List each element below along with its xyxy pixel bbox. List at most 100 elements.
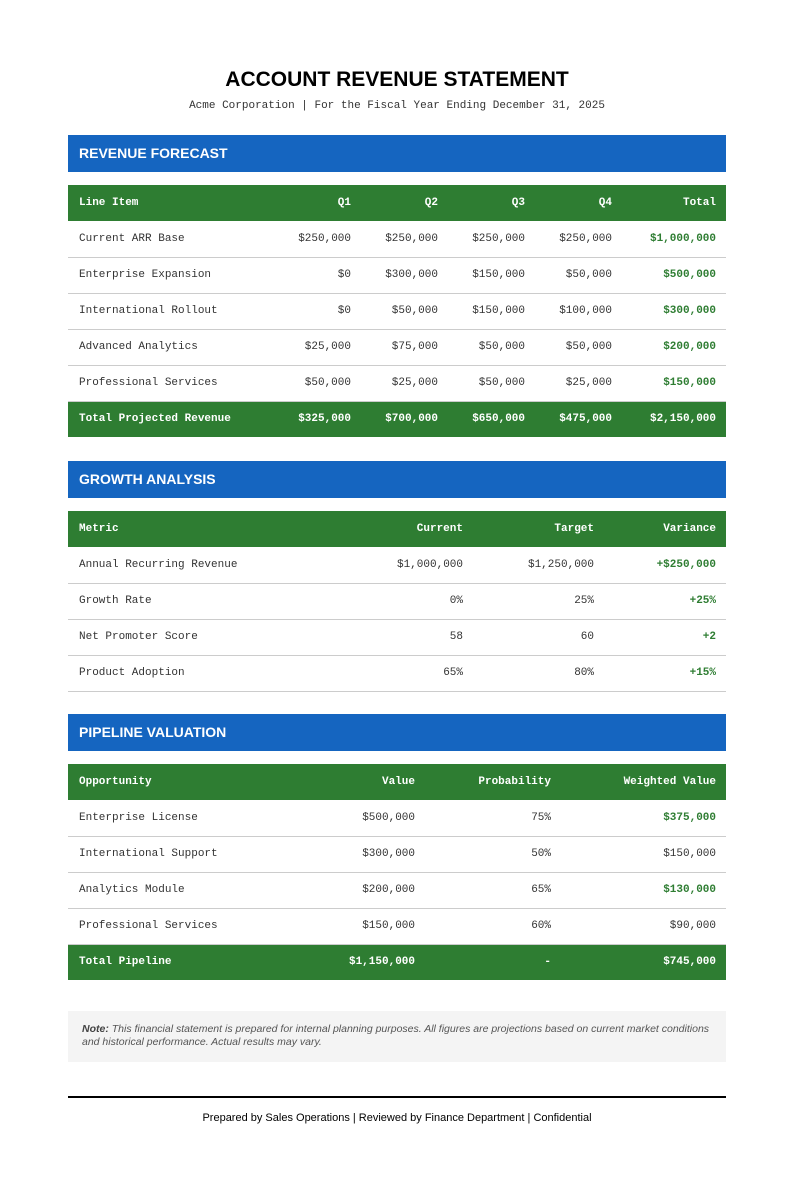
row: Net Promoter Score 58 60 +2 — [68, 619, 726, 655]
cell: $150,000 — [362, 920, 415, 932]
column-header: Q1 — [337, 197, 351, 209]
row: Enterprise License $500,000 75% $375,000 — [68, 800, 726, 836]
cell: $50,000 — [391, 305, 438, 317]
table-body: Annual Recurring Revenue $1,000,000 $1,250… — [68, 547, 726, 691]
title: ACCOUNT REVENUE STATEMENT — [225, 68, 569, 91]
cell: 80% — [574, 667, 594, 679]
table: Opportunity Value Probability Weighted Valu… — [68, 764, 726, 980]
row: Product Adoption 65% 80% +15% — [68, 655, 726, 691]
divider — [68, 1096, 726, 1098]
cell: 58 — [449, 631, 463, 643]
note-text: This financial statement is prepared for… — [82, 1023, 710, 1048]
cell: Advanced Analytics — [79, 341, 198, 353]
cell: $300,000 — [385, 269, 438, 281]
cell: $250,000 — [298, 232, 351, 245]
column-header: Opportunity — [79, 776, 152, 788]
cell: 65% — [443, 667, 463, 679]
cell: $75,000 — [391, 341, 438, 353]
column-header: Variance — [663, 523, 716, 535]
cell: $250,000 — [385, 232, 438, 245]
row: Annual Recurring Revenue $1,000,000 $1,250… — [68, 547, 726, 583]
header-row: Opportunity Value Probability Weighted Valu… — [68, 764, 726, 800]
column-header: Q2 — [424, 197, 438, 209]
cell: $25,000 — [565, 377, 612, 389]
section-title: REVENUE FORECAST — [68, 135, 726, 172]
section: PIPELINE VALUATION Opportunity Value Probab… — [68, 714, 726, 980]
column-header: Total — [682, 197, 716, 209]
row: Current ARR Base $250,000 $250,000 $250,000… — [68, 221, 726, 257]
cell: International Rollout — [79, 305, 218, 317]
cell: $50,000 — [565, 341, 612, 353]
cell: 0% — [449, 595, 463, 607]
row: Professional Services $50,000 $25,000 $50,0… — [68, 365, 726, 401]
total-cell: $325,000 — [298, 413, 351, 426]
column-header: Metric — [79, 523, 119, 535]
cell: $25,000 — [304, 341, 351, 353]
cell: $130,000 — [663, 884, 716, 896]
cell: +2 — [702, 631, 716, 643]
table-body: Current ARR Base $250,000 $250,000 $250,000… — [68, 221, 726, 437]
cell: $500,000 — [362, 811, 415, 824]
cell: $0 — [337, 269, 351, 281]
cell: 25% — [574, 595, 594, 607]
column-header: Value — [381, 776, 415, 788]
total-cell: $2,150,000 — [649, 413, 716, 426]
cell: $0 — [337, 305, 351, 317]
cell: +25% — [689, 595, 716, 607]
cell: Enterprise License — [79, 811, 198, 824]
cell: $150,000 — [472, 269, 525, 281]
cell: 60 — [580, 631, 594, 643]
row: Growth Rate 0% 25% +25% — [68, 583, 726, 619]
cell: $25,000 — [391, 377, 438, 389]
subtitle: Acme Corporation | For the Fiscal Year E… — [189, 100, 605, 112]
note: Note: This financial statement is prepar… — [68, 1011, 726, 1062]
cell: Current ARR Base — [79, 232, 185, 245]
cell: $150,000 — [663, 377, 716, 389]
cell: $250,000 — [559, 232, 612, 245]
cell: 65% — [531, 884, 551, 896]
cell: $250,000 — [472, 232, 525, 245]
cell: $90,000 — [669, 920, 716, 932]
row: Analytics Module $200,000 65% $130,000 — [68, 872, 726, 908]
cell: $1,250,000 — [527, 558, 594, 571]
section: GROWTH ANALYSIS Metric Current Target Varian… — [68, 461, 726, 692]
header-row: Line Item Q1 Q2 Q3 Q4 Total — [68, 185, 726, 221]
total-cell: $650,000 — [472, 413, 525, 426]
note-label: Note: — [82, 1023, 109, 1035]
row: International Support $300,000 50% $150,000 — [68, 836, 726, 872]
row: Enterprise Expansion $0 $300,000 $150,000 $5… — [68, 257, 726, 293]
row: Advanced Analytics $25,000 $75,000 $50,000 $… — [68, 329, 726, 365]
cell: $300,000 — [362, 848, 415, 860]
table-head: Line Item Q1 Q2 Q3 Q4 Total — [68, 185, 726, 221]
cell: $200,000 — [663, 341, 716, 353]
cell: Net Promoter Score — [79, 631, 198, 643]
section: REVENUE FORECAST Line Item Q1 Q2 Q3 Q4 Total Cu… — [68, 135, 726, 437]
row: Professional Services $150,000 60% $90,000 — [68, 908, 726, 944]
total-cell: - — [544, 956, 551, 969]
header-row: Metric Current Target Variance — [68, 511, 726, 547]
total-cell: $1,150,000 — [348, 956, 415, 969]
cell: Analytics Module — [79, 884, 185, 896]
column-header: Line Item — [79, 197, 139, 209]
total-cell: Total Pipeline — [79, 956, 172, 969]
table-body: Enterprise License $500,000 75% $375,000 Int… — [68, 800, 726, 980]
cell: $300,000 — [663, 305, 716, 317]
cell: $200,000 — [362, 884, 415, 896]
column-header: Target — [554, 523, 594, 535]
cell: International Support — [79, 848, 218, 860]
table: Line Item Q1 Q2 Q3 Q4 Total Current ARR Base $2… — [68, 185, 726, 437]
cell: Professional Services — [79, 920, 218, 932]
cell: 50% — [531, 848, 551, 860]
table-head: Metric Current Target Variance — [68, 511, 726, 547]
cell: $150,000 — [472, 305, 525, 317]
cell: 60% — [531, 920, 551, 932]
cell: $100,000 — [559, 305, 612, 317]
cell: +$250,000 — [656, 558, 716, 571]
table-head: Opportunity Value Probability Weighted Valu… — [68, 764, 726, 800]
column-header: Q4 — [598, 197, 612, 209]
cell: $375,000 — [663, 811, 716, 824]
cell: +15% — [689, 667, 716, 679]
column-header: Current — [416, 523, 463, 535]
total-row: Total Projected Revenue $325,000 $700,000 $… — [68, 401, 726, 437]
